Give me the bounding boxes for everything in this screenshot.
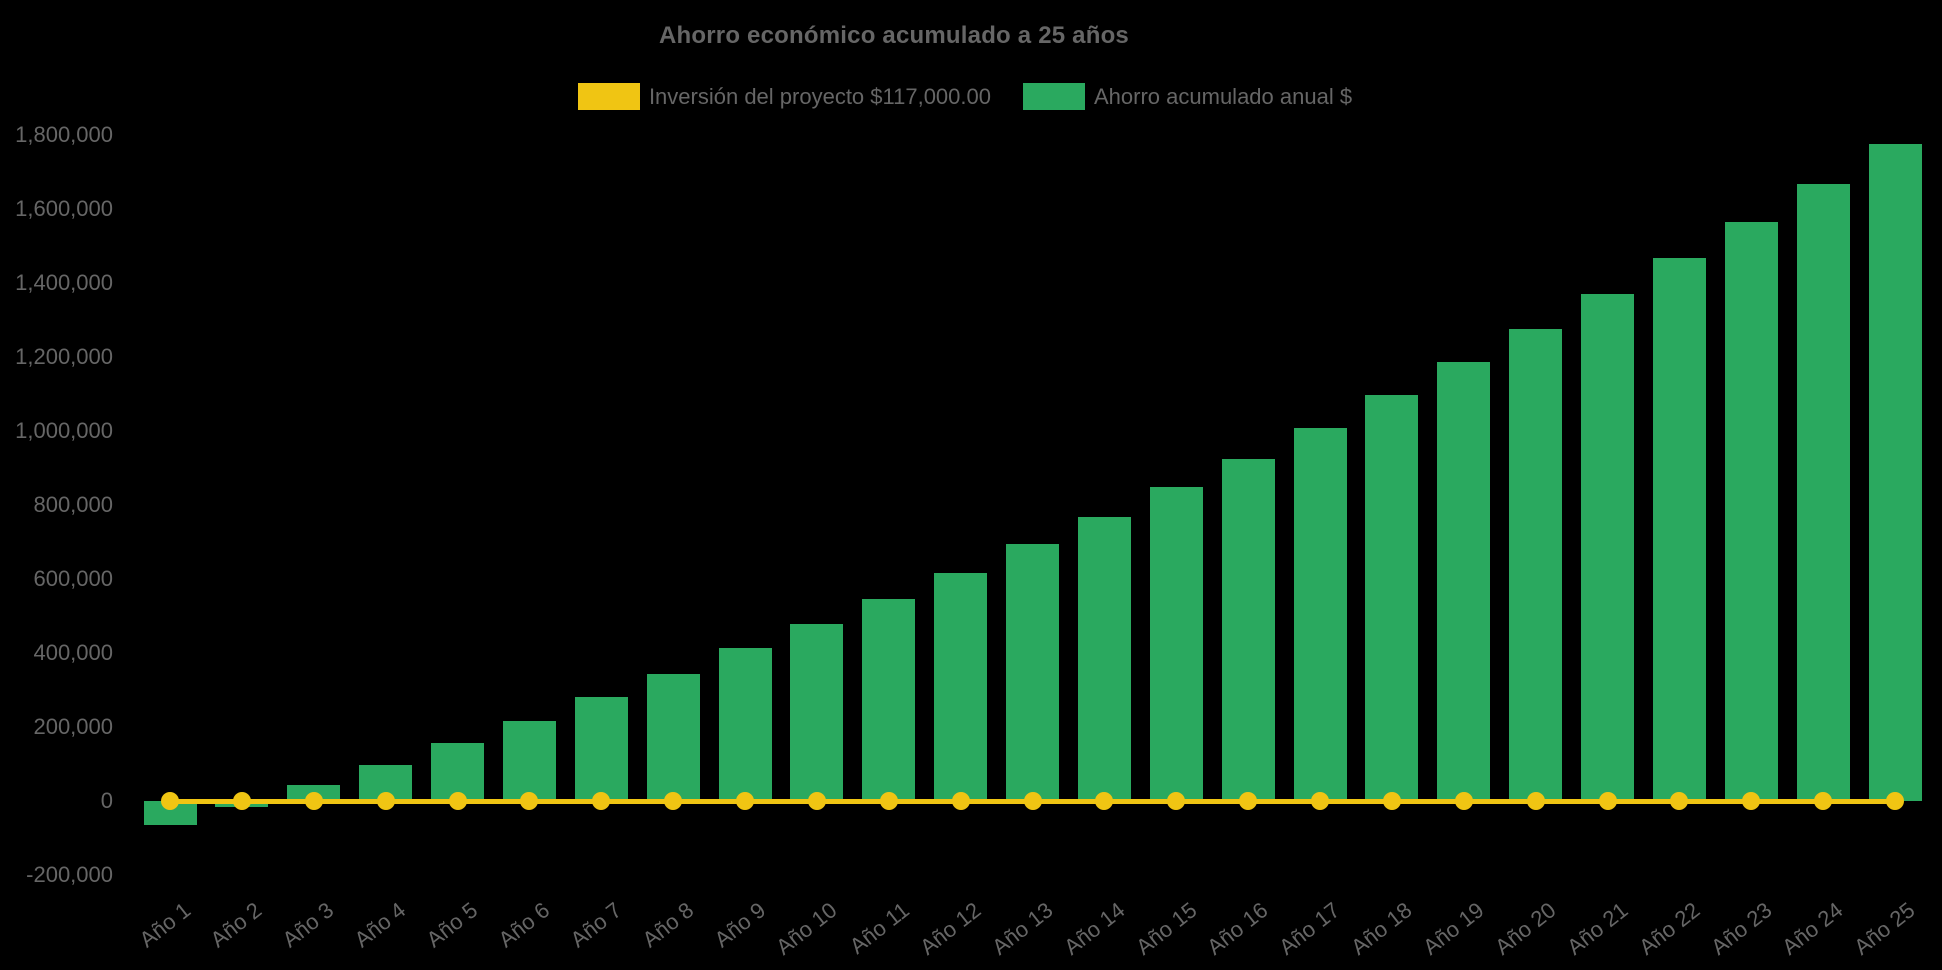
x-tick-label: Año 12 bbox=[915, 897, 986, 960]
bar-año-23[interactable] bbox=[1724, 221, 1778, 802]
y-tick-label: 800,000 bbox=[33, 492, 113, 518]
x-tick-label: Año 3 bbox=[277, 897, 339, 953]
bar-año-7[interactable] bbox=[574, 697, 628, 802]
y-tick-label: 1,400,000 bbox=[15, 270, 113, 296]
investment-line-point[interactable] bbox=[161, 792, 179, 811]
bar-año-8[interactable] bbox=[646, 673, 700, 802]
bar-año-13[interactable] bbox=[1006, 544, 1059, 802]
x-tick-label: Año 14 bbox=[1058, 897, 1130, 960]
x-tick-label: Año 24 bbox=[1777, 897, 1848, 960]
investment-line-point[interactable] bbox=[1814, 792, 1833, 811]
bar-año-15[interactable] bbox=[1149, 487, 1203, 802]
bar-año-25[interactable] bbox=[1868, 143, 1922, 802]
investment-line-point[interactable] bbox=[807, 792, 826, 811]
x-tick-label: Año 16 bbox=[1202, 897, 1273, 960]
x-tick-label: Año 9 bbox=[709, 897, 770, 953]
legend-label-investment: Inversión del proyecto $117,000.00 bbox=[648, 83, 991, 109]
x-tick-label: Año 20 bbox=[1490, 897, 1561, 960]
title-row: Ahorro económico acumulado a 25 años bbox=[0, 22, 1788, 50]
investment-line-point[interactable] bbox=[1382, 792, 1401, 811]
bar-año-5[interactable] bbox=[431, 742, 484, 802]
x-tick-label: Año 8 bbox=[637, 897, 698, 953]
investment-line-point[interactable] bbox=[1454, 792, 1473, 811]
investment-line-point[interactable] bbox=[1095, 792, 1114, 811]
bar-año-14[interactable] bbox=[1077, 516, 1131, 802]
investment-line-point[interactable] bbox=[376, 792, 395, 811]
investment-line-point[interactable] bbox=[951, 792, 970, 811]
y-tick-label: 1,800,000 bbox=[15, 121, 113, 147]
investment-line-point[interactable] bbox=[1311, 792, 1329, 811]
y-tick-label: 1,200,000 bbox=[15, 344, 113, 370]
investment-line-point[interactable] bbox=[232, 792, 251, 811]
investment-line-point[interactable] bbox=[1670, 792, 1689, 811]
bar-año-9[interactable] bbox=[718, 648, 772, 802]
bar-año-20[interactable] bbox=[1509, 328, 1563, 802]
investment-line-point[interactable] bbox=[1167, 792, 1186, 811]
investment-line-point[interactable] bbox=[520, 792, 539, 811]
investment-line-point[interactable] bbox=[1239, 792, 1258, 811]
x-tick-label: Año 17 bbox=[1274, 897, 1345, 960]
x-tick-label: Año 19 bbox=[1418, 897, 1489, 960]
investment-line-point[interactable] bbox=[592, 792, 611, 811]
investment-line-point[interactable] bbox=[1526, 792, 1545, 811]
legend-item-investment[interactable]: Inversión del proyecto $117,000.00 bbox=[577, 83, 991, 110]
bar-año-24[interactable] bbox=[1796, 183, 1850, 802]
bar-año-22[interactable] bbox=[1652, 257, 1706, 802]
investment-line-point[interactable] bbox=[304, 792, 323, 811]
y-tick-label: -200,000 bbox=[26, 862, 113, 888]
investment-line-point[interactable] bbox=[879, 792, 898, 811]
legend-label-savings: Ahorro acumulado anual $ bbox=[1094, 83, 1353, 109]
x-tick-label: Año 1 bbox=[134, 897, 195, 953]
legend-item-savings[interactable]: Ahorro acumulado anual $ bbox=[1023, 83, 1352, 110]
x-tick-label: Año 6 bbox=[493, 897, 555, 953]
x-tick-label: Año 22 bbox=[1633, 897, 1705, 960]
investment-line-point[interactable] bbox=[664, 792, 683, 811]
bar-año-16[interactable] bbox=[1221, 458, 1275, 802]
investment-line-point[interactable] bbox=[1742, 792, 1761, 811]
y-tick-label: 600,000 bbox=[33, 566, 113, 592]
investment-line-point[interactable] bbox=[1598, 792, 1617, 811]
x-tick-label: Año 7 bbox=[565, 897, 627, 953]
legend-swatch-investment bbox=[577, 83, 640, 110]
bar-año-19[interactable] bbox=[1437, 361, 1491, 802]
x-tick-label: Año 25 bbox=[1849, 897, 1920, 960]
x-tick-label: Año 13 bbox=[986, 897, 1058, 960]
x-tick-label: Año 11 bbox=[844, 897, 914, 959]
legend: Inversión del proyecto $117,000.00 Ahorr… bbox=[0, 83, 1930, 110]
x-tick-label: Año 18 bbox=[1346, 897, 1417, 960]
x-tick-label: Año 21 bbox=[1561, 897, 1633, 960]
bar-año-6[interactable] bbox=[502, 721, 556, 802]
bar-año-17[interactable] bbox=[1293, 427, 1347, 802]
x-tick-label: Año 5 bbox=[421, 897, 483, 953]
investment-line-point[interactable] bbox=[448, 792, 467, 811]
x-tick-label: Año 4 bbox=[349, 897, 411, 953]
investment-line-point[interactable] bbox=[1023, 792, 1042, 811]
y-tick-label: 400,000 bbox=[33, 640, 113, 666]
y-tick-label: 1,000,000 bbox=[15, 418, 113, 444]
x-tick-label: Año 2 bbox=[205, 897, 267, 953]
x-tick-label: Año 10 bbox=[771, 897, 842, 960]
investment-line-point[interactable] bbox=[736, 792, 754, 811]
x-tick-label: Año 23 bbox=[1705, 897, 1777, 960]
investment-line-point[interactable] bbox=[1886, 792, 1904, 811]
bar-año-12[interactable] bbox=[934, 572, 988, 802]
y-tick-label: 1,600,000 bbox=[15, 196, 113, 221]
bar-año-18[interactable] bbox=[1365, 394, 1419, 802]
x-tick-label: Año 15 bbox=[1130, 897, 1202, 960]
bar-año-11[interactable] bbox=[862, 598, 916, 802]
y-tick-label: 200,000 bbox=[33, 714, 113, 740]
chart-title: Ahorro económico acumulado a 25 años bbox=[659, 22, 1129, 49]
y-tick-label: 0 bbox=[100, 788, 113, 814]
bar-año-10[interactable] bbox=[790, 624, 844, 802]
bar-año-21[interactable] bbox=[1581, 293, 1634, 802]
legend-swatch-savings bbox=[1023, 83, 1085, 110]
